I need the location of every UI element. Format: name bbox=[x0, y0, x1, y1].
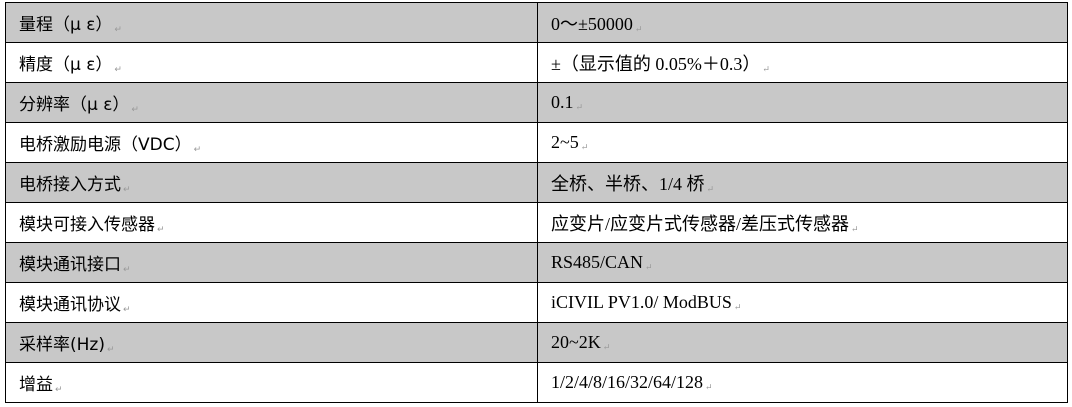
paragraph-mark-icon: ↵ bbox=[851, 223, 859, 234]
spec-value-cell: 2~5 ↵ bbox=[537, 122, 1068, 163]
spec-value: ±（显示值的 0.05%＋0.3） bbox=[551, 53, 761, 74]
table-row: 分辨率（μ ε） ↵ 0.1 ↵ bbox=[5, 82, 1068, 123]
spec-label: 采样率(Hz) bbox=[19, 335, 105, 355]
spec-label: 模块通讯协议 bbox=[19, 295, 121, 315]
paragraph-mark-icon: ↵ bbox=[575, 102, 584, 112]
spec-value-cell: 全桥、半桥、1/4 桥 ↵ bbox=[537, 162, 1068, 203]
spec-value-cell: 0～±50000 ↵ bbox=[537, 2, 1068, 43]
spec-value-cell: RS485/CAN ↵ bbox=[537, 242, 1068, 283]
table-row: 采样率(Hz) ↵ 20~2K ↵ bbox=[5, 322, 1068, 363]
paragraph-mark-icon: ↵ bbox=[106, 345, 115, 355]
paragraph-mark-icon: ↵ bbox=[114, 25, 122, 35]
paragraph-mark-icon: ↵ bbox=[123, 265, 131, 275]
table-row: 量程（μ ε） ↵ 0～±50000 ↵ bbox=[5, 2, 1068, 43]
spec-label-cell: 电桥接入方式 ↵ bbox=[5, 162, 538, 203]
paragraph-mark-icon: ↵ bbox=[602, 342, 611, 352]
table-row: 模块可接入传感器 ↵ 应变片/应变片式传感器/差压式传感器 ↵ bbox=[5, 202, 1068, 243]
paragraph-mark-icon: ↵ bbox=[131, 105, 139, 115]
spec-label-cell: 量程（μ ε） ↵ bbox=[5, 2, 538, 43]
spec-value: 2~5 bbox=[551, 132, 579, 152]
spec-value: 20~2K bbox=[551, 332, 601, 352]
spec-label: 精度（μ ε） bbox=[19, 55, 113, 75]
spec-label-cell: 模块可接入传感器 ↵ bbox=[5, 202, 538, 243]
spec-value-cell: iCIVIL PV1.0/ ModBUS ↵ bbox=[537, 282, 1068, 323]
spec-table: 量程（μ ε） ↵ 0～±50000 ↵ 精度（μ ε） ↵ ±（显示值的 0.05%＋0.… bbox=[5, 2, 1068, 403]
paragraph-mark-icon: ↵ bbox=[733, 302, 742, 312]
table-row: 电桥激励电源（VDC） ↵ 2~5 ↵ bbox=[5, 122, 1068, 163]
paragraph-mark-icon: ↵ bbox=[114, 65, 122, 75]
paragraph-mark-icon: ↵ bbox=[645, 262, 653, 272]
spec-value-cell: 1/2/4/8/16/32/64/128 ↵ bbox=[537, 362, 1068, 403]
paragraph-mark-icon: ↵ bbox=[634, 23, 643, 34]
table-row: 增益 ↵ 1/2/4/8/16/32/64/128 ↵ bbox=[5, 362, 1068, 403]
spec-label-cell: 模块通讯接口 ↵ bbox=[5, 242, 538, 283]
spec-label-cell: 分辨率（μ ε） ↵ bbox=[5, 82, 538, 123]
spec-label: 电桥接入方式 bbox=[19, 175, 121, 195]
spec-label: 模块通讯接口 bbox=[19, 255, 121, 275]
paragraph-mark-icon: ↵ bbox=[706, 183, 715, 194]
paragraph-mark-icon: ↵ bbox=[762, 63, 770, 74]
spec-value-cell: 20~2K ↵ bbox=[537, 322, 1068, 363]
spec-label-cell: 模块通讯协议 ↵ bbox=[5, 282, 538, 323]
spec-value-cell: 应变片/应变片式传感器/差压式传感器 ↵ bbox=[537, 202, 1068, 243]
table-row: 精度（μ ε） ↵ ±（显示值的 0.05%＋0.3） ↵ bbox=[5, 42, 1068, 83]
spec-label: 量程（μ ε） bbox=[19, 15, 113, 35]
table-row: 模块通讯接口 ↵ RS485/CAN ↵ bbox=[5, 242, 1068, 283]
spec-label: 增益 bbox=[19, 375, 53, 395]
table-row: 模块通讯协议 ↵ iCIVIL PV1.0/ ModBUS ↵ bbox=[5, 282, 1068, 323]
spec-value: 0～±50000 bbox=[551, 13, 633, 34]
spec-label-cell: 采样率(Hz) ↵ bbox=[5, 322, 538, 363]
spec-value: 应变片/应变片式传感器/差压式传感器 bbox=[551, 213, 850, 234]
spec-label-cell: 精度（μ ε） ↵ bbox=[5, 42, 538, 83]
paragraph-mark-icon: ↵ bbox=[580, 142, 589, 152]
spec-label-cell: 电桥激励电源（VDC） ↵ bbox=[5, 122, 538, 163]
spec-label-cell: 增益 ↵ bbox=[5, 362, 538, 403]
paragraph-mark-icon: ↵ bbox=[123, 305, 131, 315]
spec-value-cell: 0.1 ↵ bbox=[537, 82, 1068, 123]
spec-value: 全桥、半桥、1/4 桥 bbox=[551, 173, 705, 194]
paragraph-mark-icon: ↵ bbox=[157, 225, 165, 235]
paragraph-mark-icon: ↵ bbox=[193, 145, 202, 155]
paragraph-mark-icon: ↵ bbox=[705, 382, 713, 392]
spec-value: 1/2/4/8/16/32/64/128 bbox=[551, 372, 704, 392]
spec-label: 分辨率（μ ε） bbox=[19, 95, 130, 115]
spec-value: 0.1 bbox=[551, 92, 574, 112]
spec-value: RS485/CAN bbox=[551, 252, 644, 272]
spec-label: 模块可接入传感器 bbox=[19, 215, 155, 235]
spec-value: iCIVIL PV1.0/ ModBUS bbox=[551, 292, 732, 312]
paragraph-mark-icon: ↵ bbox=[55, 385, 63, 395]
spec-value-cell: ±（显示值的 0.05%＋0.3） ↵ bbox=[537, 42, 1068, 83]
table-row: 电桥接入方式 ↵ 全桥、半桥、1/4 桥 ↵ bbox=[5, 162, 1068, 203]
spec-label: 电桥激励电源（VDC） bbox=[19, 135, 192, 155]
paragraph-mark-icon: ↵ bbox=[123, 185, 131, 195]
